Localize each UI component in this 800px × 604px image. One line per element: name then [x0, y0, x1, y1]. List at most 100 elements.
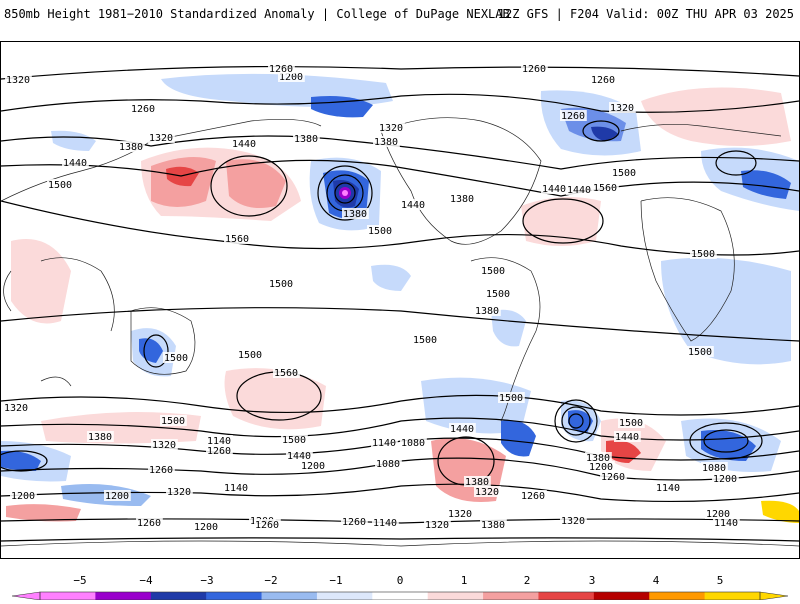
contour-label-bg: [231, 138, 258, 149]
contour-label: 1140: [656, 483, 680, 494]
contour-label-bg: [293, 133, 320, 144]
contour-label-bg: [618, 417, 645, 428]
contour-label-bg: [206, 445, 233, 456]
colorbar-swatch: [538, 592, 595, 600]
contour-label: 1320: [425, 520, 449, 531]
contour-label: 1440: [287, 451, 311, 462]
contour-label-bg: [47, 179, 74, 190]
contour-line: [1, 417, 799, 441]
contour-label: 1200: [301, 461, 325, 472]
contour-line: [1, 159, 799, 197]
contour-label: 1260: [521, 491, 545, 502]
contour-label: 1260: [255, 520, 279, 531]
colorbar-swatch: [649, 592, 706, 600]
anomaly-blob-positive: [521, 197, 601, 246]
contour-label: 1380: [343, 209, 367, 220]
contour-label-bg: [378, 122, 405, 133]
anomaly-map[interactable]: 1320 1200 1260 1260 1260 1260 1320 1260 1320 1380…: [1, 42, 799, 558]
colorbar-swatch: [95, 592, 152, 600]
contour-line: [1, 135, 799, 170]
contour-label: 1500: [619, 418, 643, 429]
contour-label-bg: [449, 423, 476, 434]
contour-label: 1440: [63, 158, 87, 169]
colorbar-swatch: [593, 592, 650, 600]
contour-label-bg: [566, 184, 593, 195]
contour-label: 1080: [401, 438, 425, 449]
colorbar-tick-label: 3: [588, 574, 596, 587]
contour-label-bg: [87, 431, 114, 442]
contour-label-bg: [541, 183, 568, 194]
contour-label: 1380: [294, 134, 318, 145]
contour-label: 1500: [688, 347, 712, 358]
contour-label-bg: [254, 519, 281, 530]
anomaly-blob-positive: [6, 504, 81, 522]
contour-label: 1320: [4, 403, 28, 414]
contour-label-bg: [400, 437, 427, 448]
contour-label: 1500: [486, 289, 510, 300]
contour-label: 1200: [105, 491, 129, 502]
contour-label-bg: [447, 508, 474, 519]
contour-labels: 1320 1200 1260 1260 1260 1260 1320 1260 1320 1380…: [3, 63, 740, 533]
contour-label: 1500: [691, 249, 715, 260]
contour-label: 1200: [589, 462, 613, 473]
contour-label-bg: [10, 490, 37, 501]
contour-low: [689, 422, 763, 460]
contour-label: 1200: [279, 72, 303, 83]
contour-label: 1260: [522, 64, 546, 75]
contour-low: [317, 165, 373, 221]
contour-label: 1440: [567, 185, 591, 196]
contour-label-bg: [592, 182, 619, 193]
contour-label: 1200: [11, 491, 35, 502]
colorbar-swatch: [206, 592, 263, 600]
contour-line: [1, 200, 799, 256]
contour-label: 1320: [610, 103, 634, 114]
contour-label-bg: [713, 517, 740, 528]
map-panel[interactable]: 1320 1200 1260 1260 1260 1260 1320 1260 1320 1380…: [0, 41, 800, 559]
colorbar-arrow-left: [11, 591, 41, 601]
anomaly-blob-negative: [371, 264, 411, 291]
colorbar-tick-label: −2: [264, 574, 278, 587]
colorbar-tick-label: 0: [396, 574, 404, 587]
contour-label-bg: [5, 74, 32, 85]
anomaly-blob-negative: [501, 420, 536, 457]
contour-label: 1320: [561, 516, 585, 527]
contour-label-bg: [474, 486, 501, 497]
contour-label-bg: [160, 415, 187, 426]
contour-label: 1500: [413, 335, 437, 346]
contour-label-bg: [590, 74, 617, 85]
coastline: [40, 257, 115, 332]
colorbar-tick-label: −1: [329, 574, 343, 587]
contour-label: 1140: [207, 436, 231, 447]
contour-label: 1500: [48, 180, 72, 191]
contour-label: 1500: [481, 266, 505, 277]
contour-label: 1440: [450, 424, 474, 435]
contour-low: [715, 150, 757, 176]
contour-label-bg: [62, 157, 89, 168]
contour-label-bg: [151, 439, 178, 450]
contour-label-bg: [560, 515, 587, 526]
contour-label-bg: [701, 462, 728, 473]
contour-low: [334, 182, 356, 204]
contour-label: 1380: [450, 194, 474, 205]
colorbar-tick-label: 2: [523, 574, 531, 587]
anomaly-core-extreme: [342, 190, 348, 196]
contour-label-bg: [373, 136, 400, 147]
contour-label: 1260: [342, 517, 366, 528]
contour-low: [1, 450, 48, 472]
contour-label-bg: [371, 437, 398, 448]
contour-label-bg: [278, 71, 305, 82]
contour-label: 1140: [373, 518, 397, 529]
contour-label: 1500: [612, 168, 636, 179]
colorbar-swatch: [261, 592, 318, 600]
contour-line: [1, 537, 799, 542]
contour-label: 1260: [561, 111, 585, 122]
anomaly-blob-negative: [1, 450, 41, 471]
contour-label: 1380: [465, 477, 489, 488]
contour-label-bg: [712, 473, 739, 484]
contour-label: 1380: [88, 432, 112, 443]
contour-label-bg: [130, 103, 157, 114]
contour-label-bg: [449, 193, 476, 204]
coastline: [640, 197, 735, 342]
contour-label: 1080: [376, 459, 400, 470]
contour-label: 1560: [274, 368, 298, 379]
